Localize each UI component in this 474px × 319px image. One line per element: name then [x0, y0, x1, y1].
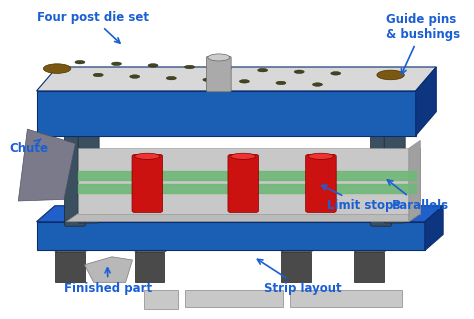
Ellipse shape — [75, 61, 85, 64]
Polygon shape — [84, 257, 132, 282]
Ellipse shape — [93, 73, 103, 77]
Text: Strip layout: Strip layout — [257, 259, 342, 295]
Text: Parallels: Parallels — [387, 180, 449, 212]
FancyBboxPatch shape — [78, 101, 99, 223]
Polygon shape — [409, 140, 420, 222]
Ellipse shape — [148, 63, 158, 67]
Polygon shape — [18, 129, 75, 201]
FancyBboxPatch shape — [207, 56, 231, 92]
Ellipse shape — [44, 64, 71, 73]
FancyBboxPatch shape — [354, 252, 384, 282]
FancyBboxPatch shape — [135, 252, 164, 282]
Ellipse shape — [130, 75, 140, 78]
Ellipse shape — [203, 78, 213, 82]
Text: Four post die set: Four post die set — [36, 11, 148, 43]
FancyBboxPatch shape — [144, 290, 178, 309]
Polygon shape — [425, 206, 443, 250]
Ellipse shape — [184, 65, 195, 69]
Polygon shape — [36, 67, 436, 91]
Polygon shape — [36, 91, 416, 136]
FancyBboxPatch shape — [290, 290, 402, 307]
FancyBboxPatch shape — [228, 154, 258, 212]
Ellipse shape — [258, 68, 268, 72]
Ellipse shape — [231, 153, 256, 160]
FancyBboxPatch shape — [281, 252, 310, 282]
FancyBboxPatch shape — [306, 154, 336, 212]
Ellipse shape — [111, 62, 121, 66]
Ellipse shape — [294, 70, 304, 74]
FancyBboxPatch shape — [384, 101, 405, 223]
FancyBboxPatch shape — [132, 154, 163, 212]
Polygon shape — [66, 214, 420, 222]
Ellipse shape — [135, 153, 160, 160]
Polygon shape — [36, 206, 443, 222]
Ellipse shape — [276, 81, 286, 85]
Ellipse shape — [331, 72, 341, 75]
Text: Finished part: Finished part — [64, 268, 152, 295]
Ellipse shape — [239, 80, 249, 83]
Ellipse shape — [221, 67, 231, 70]
FancyBboxPatch shape — [55, 252, 84, 282]
Text: Chute: Chute — [9, 139, 48, 155]
Polygon shape — [36, 222, 425, 250]
FancyBboxPatch shape — [185, 290, 283, 307]
Text: Guide pins
& bushings: Guide pins & bushings — [386, 13, 460, 74]
Polygon shape — [416, 67, 436, 136]
Polygon shape — [55, 248, 93, 252]
Ellipse shape — [166, 77, 176, 80]
Polygon shape — [281, 248, 319, 252]
Ellipse shape — [208, 54, 230, 61]
Polygon shape — [354, 248, 392, 252]
FancyBboxPatch shape — [78, 148, 420, 214]
FancyBboxPatch shape — [64, 101, 85, 226]
Ellipse shape — [377, 70, 404, 80]
Ellipse shape — [312, 83, 322, 86]
Polygon shape — [135, 248, 173, 252]
FancyBboxPatch shape — [371, 101, 392, 226]
Text: Limit stops: Limit stops — [322, 185, 400, 212]
Ellipse shape — [309, 153, 334, 160]
